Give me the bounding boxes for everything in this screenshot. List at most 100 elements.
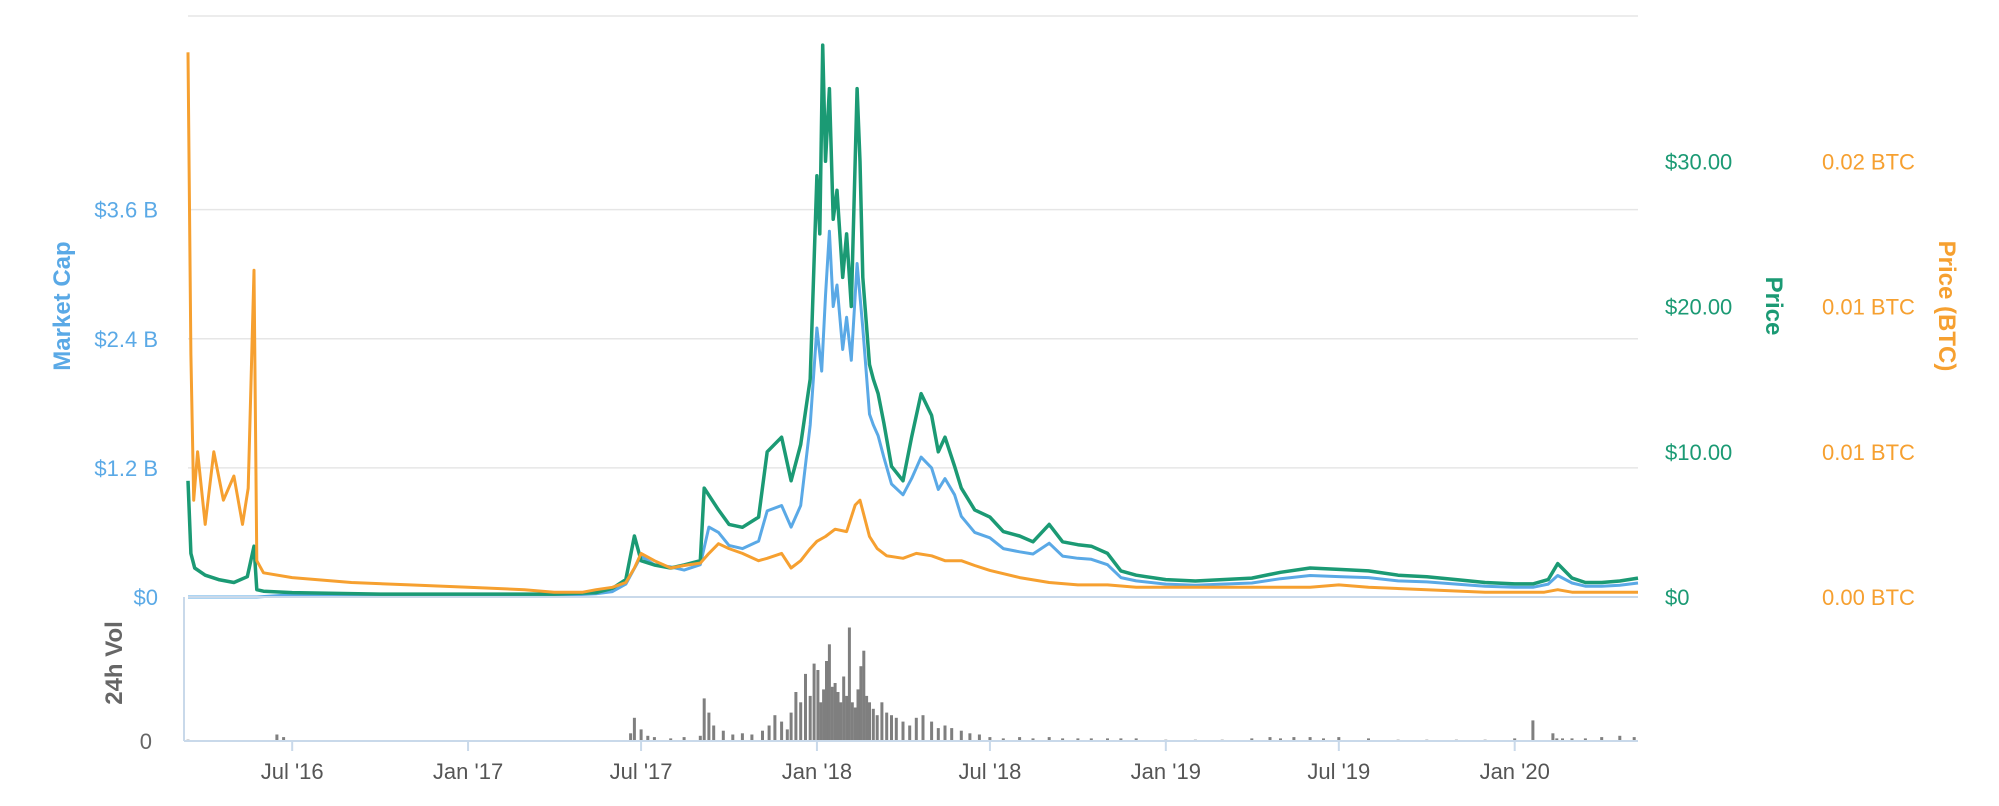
volume-bar [943, 725, 947, 741]
volume-bar [1134, 738, 1138, 741]
volume-bar [1513, 738, 1517, 741]
volume-bar [827, 644, 831, 742]
volume-bar [1308, 737, 1312, 741]
volume-bars [186, 627, 1636, 742]
volume-bar [819, 702, 823, 741]
volume-bar [1551, 733, 1555, 741]
axis-lines [183, 596, 1638, 751]
volume-bar [629, 733, 633, 741]
volume-bar [1279, 738, 1282, 741]
volume-bar [1561, 738, 1564, 741]
volume-bar [890, 715, 893, 741]
y-tick-label-price: $20.00 [1665, 295, 1732, 320]
x-tick-label: Jan '19 [1131, 759, 1201, 784]
volume-bar [1106, 738, 1109, 741]
volume-bar [780, 721, 784, 741]
volume-bar [1555, 738, 1559, 741]
volume-bar [871, 708, 875, 742]
volume-bar [936, 728, 940, 741]
y-tick-label-price-btc: 0.01 BTC [1822, 440, 1915, 465]
volume-bar [959, 730, 963, 741]
volume-bar [1001, 738, 1005, 741]
volume-bar [1061, 738, 1065, 741]
series-lines [186, 43, 1639, 599]
volume-bar [1367, 738, 1370, 741]
volume-y-tick-label: 0 [140, 729, 152, 754]
tick-labels: $0 $1.2 B $2.4 B $3.6 B $0 $10.00 $20.00 $30.00… [94, 149, 1915, 784]
volume-bar [761, 730, 764, 741]
volume-bar [1047, 737, 1051, 741]
series-line-price-btc [186, 52, 1638, 594]
x-tick-label: Jul '16 [261, 759, 324, 784]
volume-bar [853, 707, 857, 741]
volume-bar [632, 717, 636, 741]
volume-bar [1337, 737, 1341, 741]
y-axis-title-volume: 24h Vol [101, 621, 128, 705]
volume-bar [785, 729, 789, 741]
y-tick-label-price: $30.00 [1665, 149, 1732, 174]
volume-bar [822, 689, 826, 741]
volume-bar [721, 730, 725, 741]
volume-bar [968, 733, 972, 741]
volume-bar [1322, 738, 1325, 741]
volume-bar [1570, 738, 1574, 741]
volume-bar [1292, 737, 1296, 741]
y-axis-title-market-cap: Market Cap [49, 241, 76, 370]
volume-bar [1600, 737, 1604, 741]
volume-bar [1076, 738, 1080, 741]
y-tick-label-price-btc: 0.01 BTC [1822, 295, 1915, 320]
volume-bar [698, 735, 702, 741]
volume-bar [977, 734, 981, 741]
volume-bar [712, 725, 716, 741]
volume-bar [682, 737, 686, 741]
volume-bar [669, 738, 673, 741]
volume-bar [859, 666, 863, 741]
volume-bar [856, 689, 860, 741]
volume-bar [839, 702, 843, 741]
volume-bar [950, 728, 954, 741]
volume-bar [921, 715, 925, 741]
volume-bar [825, 661, 828, 741]
volume-bar [836, 692, 840, 741]
x-tick-label: Jul '19 [1307, 759, 1370, 784]
volume-bar [707, 712, 711, 741]
volume-bar [1119, 738, 1123, 741]
volume-bar [702, 698, 706, 741]
volume-bar [1268, 737, 1272, 741]
volume-bar [789, 712, 793, 741]
y-tick-label-price: $10.00 [1665, 440, 1732, 465]
volume-bar [868, 702, 871, 741]
x-tick-label: Jul '17 [610, 759, 673, 784]
grid-lines [188, 15, 1638, 469]
volume-bar [282, 737, 286, 741]
volume-bar [646, 735, 650, 741]
volume-bar [816, 670, 820, 741]
volume-bar [750, 734, 754, 741]
volume-bar [850, 702, 854, 741]
series-line-market-cap [188, 229, 1639, 599]
volume-bar [988, 737, 992, 741]
volume-bar [767, 725, 771, 741]
x-tick-label: Jan '17 [433, 759, 503, 784]
volume-bar [1031, 738, 1035, 741]
volume-bar [885, 712, 889, 741]
volume-bar [799, 702, 803, 741]
y-tick-label-market-cap: $2.4 B [94, 327, 158, 352]
volume-bar [833, 683, 837, 741]
volume-bar [639, 729, 643, 741]
y-tick-label-market-cap: $1.2 B [94, 456, 158, 481]
volume-bar [1018, 737, 1022, 741]
volume-bar [862, 650, 866, 741]
volume-bar [652, 737, 656, 741]
y-tick-label-market-cap: $0 [134, 585, 158, 610]
y-axis-title-price-btc: Price (BTC) [1933, 241, 1960, 372]
x-tick-label: Jan '18 [782, 759, 852, 784]
volume-bar [1632, 737, 1636, 741]
volume-bar [808, 695, 812, 741]
y-axis-title-price: Price [1760, 277, 1787, 336]
volume-bar [930, 721, 934, 741]
x-tick-label: Jul '18 [958, 759, 1021, 784]
volume-bar [880, 702, 884, 741]
volume-bar [812, 663, 816, 741]
